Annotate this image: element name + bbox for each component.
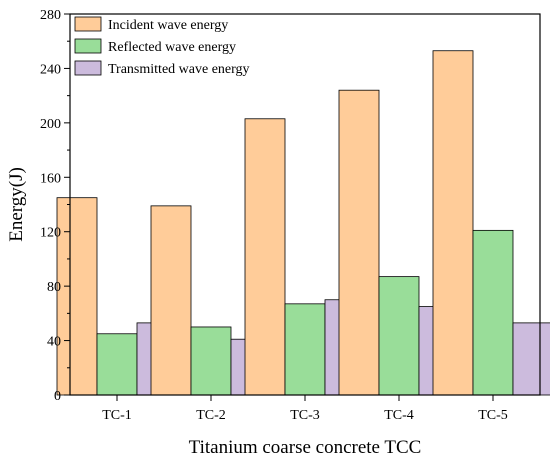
bar-tc-4-series-1 [338,89,380,396]
x-axis: TC-1 TC-2 TC-3 TC-4 TC-5 [102,395,508,423]
y-tick-label: 160 [40,171,61,186]
bars-group [56,50,550,396]
y-tick-label: 40 [47,335,61,350]
legend-label-2: Reflected wave energy [108,40,236,55]
legend-swatch-1 [74,16,102,32]
x-tick-label: TC-3 [290,408,320,423]
x-tick-label: TC-1 [102,408,132,423]
y-tick-label: 240 [40,62,61,77]
bar-tc-1-series-2 [96,333,138,396]
y-tick-label: 0 [54,389,61,404]
bar-tc-5-series-1 [432,50,474,396]
bar-tc-2-series-1 [150,205,192,396]
bar-tc-2-series-2 [190,326,232,396]
bar-tc-3-series-2 [284,303,326,396]
y-tick-label: 200 [40,117,61,132]
legend-label-1: Incident wave energy [108,18,228,33]
x-tick-label: TC-2 [196,408,226,423]
x-tick-label: TC-4 [384,408,414,423]
bar-tc-5-series-3 [512,322,550,396]
bar-tc-1-series-1 [56,197,98,396]
bar-tc-4-series-2 [378,276,420,396]
y-axis-label: Energy(J) [6,167,27,242]
y-tick-label: 280 [40,8,61,23]
legend-swatch-2 [74,38,102,54]
legend-label-3: Transmitted wave energy [108,62,250,77]
x-tick-label: TC-5 [478,408,508,423]
y-axis: 0 40 80 120 160 200 240 280 [40,8,70,404]
legend-swatch-3 [74,60,102,76]
y-tick-label: 80 [47,280,61,295]
bar-tc-3-series-1 [244,118,286,396]
y-tick-label: 120 [40,226,61,241]
bar-tc-5-series-2 [472,229,514,396]
legend: Incident wave energy Reflected wave energ… [74,16,250,77]
x-axis-label: Titanium coarse concrete TCC [189,437,422,458]
